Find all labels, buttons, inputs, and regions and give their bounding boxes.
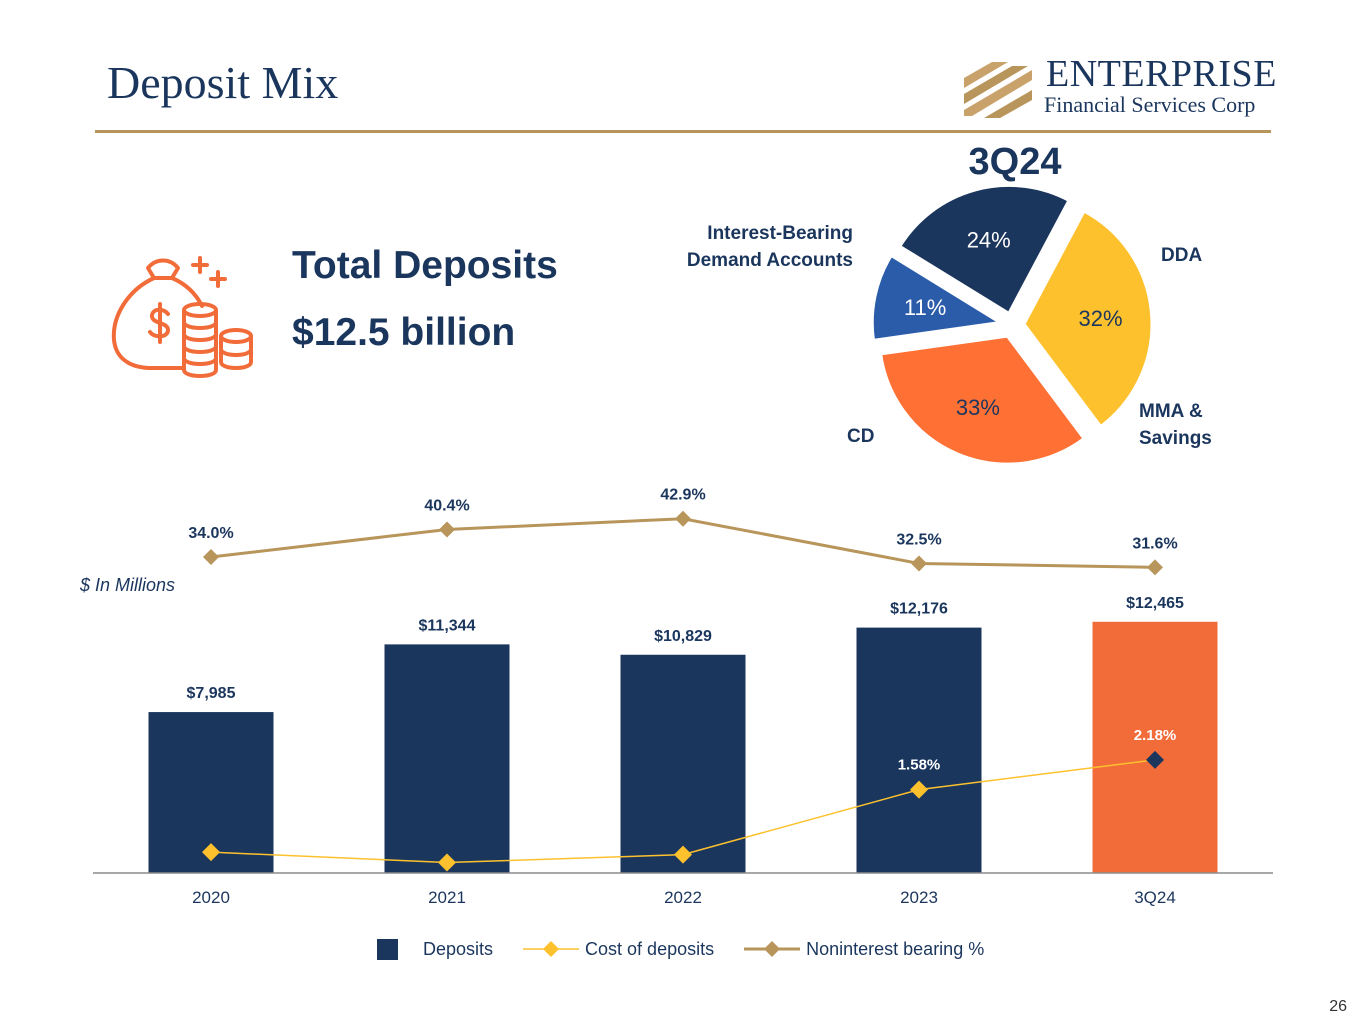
deposit-bar-label: $12,176 xyxy=(890,601,948,618)
deposit-bar xyxy=(384,644,510,873)
pie-category-interest-bearing: Interest-Bearing Demand Accounts xyxy=(687,223,853,271)
deposit-bar-label: $11,344 xyxy=(419,617,476,634)
x-tick-label: 2023 xyxy=(900,888,938,907)
pie-title: 3Q24 xyxy=(969,141,1062,183)
cost-of-deposits-label: 0.11% xyxy=(426,830,468,847)
total-deposits-label: Total Deposits xyxy=(292,244,558,287)
pie-category-cd: CD xyxy=(847,426,874,447)
cost-of-deposits-label: 0.32% xyxy=(190,819,233,836)
deposit-bar-label: $12,465 xyxy=(1126,595,1184,612)
legend-noninterest-line-icon xyxy=(744,941,801,957)
pie-slice-label: 11% xyxy=(904,295,946,320)
legend-noninterest-label: Noninterest bearing % xyxy=(806,938,985,959)
noninterest-bearing-label: 31.6% xyxy=(1132,535,1177,552)
company-logo: ENTERPRISE Financial Services Corp xyxy=(962,53,1276,122)
unit-note: $ In Millions xyxy=(80,575,176,595)
pie-slice xyxy=(1022,209,1154,429)
logo-stripes-icon xyxy=(964,62,1032,118)
noninterest-bearing-point xyxy=(203,549,219,565)
pie-slice-label: 32% xyxy=(1079,306,1123,331)
pie-category-mma-savings: MMA & Savings xyxy=(1139,401,1212,449)
deposit-bar xyxy=(856,627,982,873)
logo-subtitle: Financial Services Corp xyxy=(1044,92,1256,117)
noninterest-bearing-point xyxy=(675,510,691,527)
pie-slice-label: 33% xyxy=(956,395,1000,420)
cost-of-deposits-point xyxy=(674,845,692,864)
cost-of-deposits-point xyxy=(1146,750,1164,769)
pie-slice xyxy=(870,253,1005,343)
pie-slice xyxy=(878,334,1087,466)
noninterest-bearing-point xyxy=(439,521,455,538)
cost-of-deposits-point xyxy=(202,843,220,862)
x-tick-label: 3Q24 xyxy=(1134,888,1176,907)
total-deposits-value: $12.5 billion xyxy=(292,311,516,354)
logo-name: ENTERPRISE xyxy=(1046,53,1277,95)
noninterest-bearing-point xyxy=(1147,559,1163,576)
x-tick-label: 2022 xyxy=(664,888,702,907)
deposit-bar-label: $7,985 xyxy=(187,685,236,702)
legend-deposits-label: Deposits xyxy=(423,938,494,959)
x-tick-label: 2020 xyxy=(192,888,230,907)
cost-of-deposits-label: 1.58% xyxy=(898,757,941,774)
pie-category-ib-line2: Demand Accounts xyxy=(687,250,853,271)
noninterest-bearing-label: 40.4% xyxy=(424,497,469,514)
cost-of-deposits-point xyxy=(438,853,456,872)
pie-category-mma-line1: MMA & xyxy=(1139,401,1203,422)
page-title: Deposit Mix xyxy=(107,57,339,108)
noninterest-bearing-point xyxy=(911,555,927,572)
noninterest-bearing-label: 32.5% xyxy=(896,531,941,548)
chart-legend: Deposits Cost of deposits Noninterest be… xyxy=(377,936,1014,962)
money-bag-coins-icon xyxy=(111,256,253,378)
legend-deposits: Deposits xyxy=(377,938,494,960)
legend-cost-of-deposits: Cost of deposits xyxy=(523,939,714,960)
legend-cost-of-deposits-label: Cost of deposits xyxy=(585,938,715,959)
deposit-bar-label: $10,829 xyxy=(654,628,712,645)
x-tick-label: 2021 xyxy=(428,888,466,907)
pie-category-ib-line1: Interest-Bearing xyxy=(707,223,853,244)
noninterest-bearing-label: 34.0% xyxy=(188,525,233,542)
deposit-bar xyxy=(1092,621,1218,873)
pie-slice xyxy=(897,183,1071,316)
cost-of-deposits-label: 2.18% xyxy=(1134,727,1177,744)
page-number: 26 xyxy=(1329,998,1347,1015)
legend-deposits-swatch xyxy=(377,938,398,960)
deposit-bar xyxy=(620,654,746,873)
pie-category-dda: DDA xyxy=(1161,245,1202,266)
pie-category-mma-line2: Savings xyxy=(1139,428,1212,449)
legend-cost-line-icon xyxy=(523,941,580,957)
noninterest-bearing-label: 42.9% xyxy=(660,487,705,504)
header-divider xyxy=(95,130,1271,133)
cost-of-deposits-point xyxy=(910,780,928,799)
pie-slice-label: 24% xyxy=(967,227,1011,252)
legend-noninterest: Noninterest bearing % xyxy=(744,939,984,960)
cost-of-deposits-label: 0.27% xyxy=(662,822,705,839)
